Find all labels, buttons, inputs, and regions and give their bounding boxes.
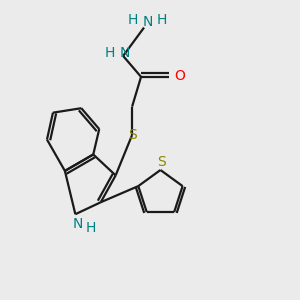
Text: H: H <box>86 220 96 235</box>
Text: O: O <box>174 69 185 83</box>
Text: N: N <box>142 15 153 29</box>
Text: N: N <box>119 46 130 60</box>
Text: H: H <box>104 46 115 60</box>
Text: H: H <box>156 13 167 27</box>
Text: H: H <box>128 13 138 27</box>
Text: N: N <box>73 217 83 231</box>
Text: S: S <box>128 128 136 142</box>
Text: S: S <box>157 154 165 169</box>
